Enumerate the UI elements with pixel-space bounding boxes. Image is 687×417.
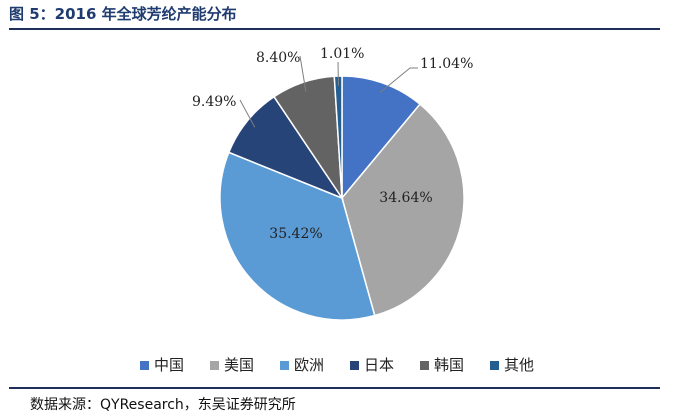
pie-slice-3 <box>219 151 376 321</box>
legend-label-4: 日本 <box>364 356 394 374</box>
data-label-1: 11.04% <box>420 56 473 72</box>
pie-slices <box>219 75 465 321</box>
legend-label-2: 美国 <box>224 356 254 374</box>
bottom-divider <box>9 387 660 389</box>
leader-lines <box>239 55 418 128</box>
legend-swatch-3 <box>280 361 289 370</box>
legend-swatch-6 <box>490 361 499 370</box>
legend-label-1: 中国 <box>154 356 184 374</box>
legend-label-5: 韩国 <box>434 356 464 374</box>
data-label-4: 9.49% <box>192 94 236 110</box>
leader-line-5 <box>299 55 307 92</box>
figure-title: 图 5：2016 年全球芳纶产能分布 <box>9 5 237 23</box>
legend-label-6: 其他 <box>504 356 534 374</box>
legend-swatch-5 <box>420 361 429 370</box>
leader-line-4 <box>239 99 256 128</box>
data-labels: 11.04% 34.64% 35.42% 9.49% 8.40% 1.01% <box>192 46 473 242</box>
data-label-6: 1.01% <box>320 46 364 62</box>
data-label-3: 35.42% <box>269 226 322 242</box>
source-note: 数据来源：QYResearch，东吴证券研究所 <box>30 397 296 413</box>
legend: 中国 美国 欧洲 日本 韩国 其他 <box>140 356 534 374</box>
pie-slice-1 <box>341 75 422 201</box>
top-divider <box>9 28 660 30</box>
data-label-5: 8.40% <box>256 50 300 66</box>
legend-swatch-4 <box>350 361 359 370</box>
legend-label-3: 欧洲 <box>294 356 324 374</box>
legend-swatch-1 <box>140 361 149 370</box>
leader-line-1 <box>379 67 418 93</box>
legend-swatch-2 <box>210 361 219 370</box>
data-label-2: 34.64% <box>379 190 432 206</box>
pie-slice-2 <box>341 103 465 317</box>
